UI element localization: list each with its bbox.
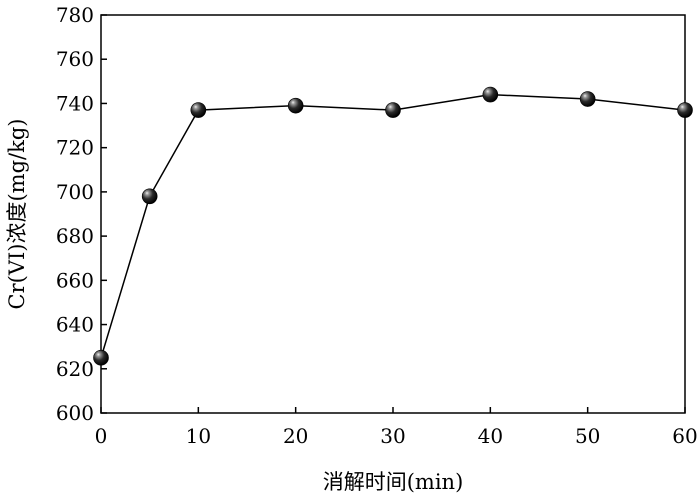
y-tick-label: 680 xyxy=(56,224,94,248)
x-axis: 0 10 20 30 40 50 60 xyxy=(95,407,698,448)
plot-frame xyxy=(100,14,686,414)
data-point xyxy=(385,102,401,118)
data-point xyxy=(677,102,693,118)
data-point xyxy=(190,102,207,118)
data-point xyxy=(287,97,304,114)
x-tick-label: 30 xyxy=(380,424,405,448)
y-tick-label: 740 xyxy=(56,91,94,115)
y-tick-label: 600 xyxy=(56,401,94,425)
data-point xyxy=(93,349,109,366)
series-line xyxy=(100,93,686,358)
x-tick-label: 40 xyxy=(478,424,503,448)
y-tick-label: 760 xyxy=(56,47,94,71)
data-point xyxy=(579,91,596,107)
y-tick-label: 640 xyxy=(56,313,94,337)
x-tick-label: 50 xyxy=(575,424,600,448)
data-point xyxy=(482,86,499,103)
y-axis-label: Cr(VI)浓度(mg/kg) xyxy=(5,119,29,310)
data-point xyxy=(141,188,158,205)
y-axis: 600 620 640 660 680 700 720 740 760 780 xyxy=(56,3,107,425)
x-tick-label: 0 xyxy=(95,424,108,448)
y-tick-label: 660 xyxy=(56,268,94,292)
x-tick-label: 20 xyxy=(283,424,308,448)
series-line-group xyxy=(93,86,693,366)
x-tick-label: 10 xyxy=(186,424,211,448)
y-tick-label: 720 xyxy=(56,136,94,160)
y-tick-label: 700 xyxy=(56,180,94,204)
y-tick-label: 620 xyxy=(56,357,94,381)
x-axis-label: 消解时间(min) xyxy=(323,470,464,494)
x-tick-label: 60 xyxy=(672,424,697,448)
y-tick-label: 780 xyxy=(56,3,94,27)
